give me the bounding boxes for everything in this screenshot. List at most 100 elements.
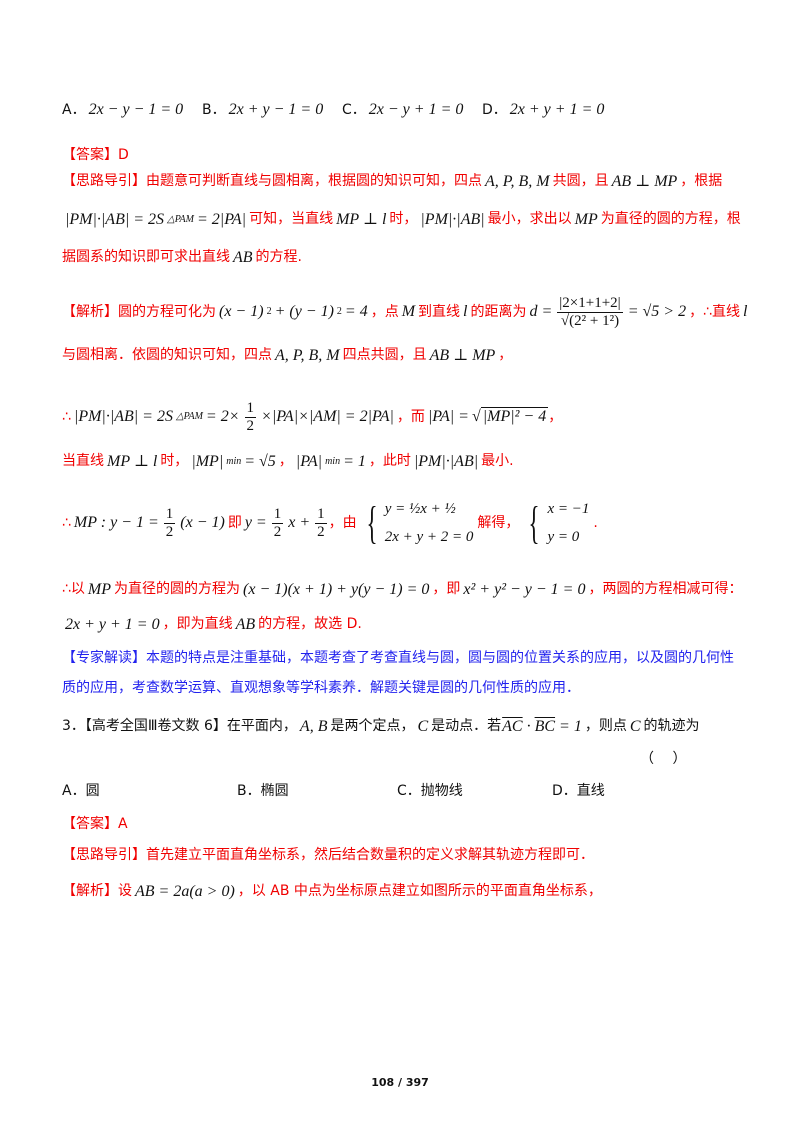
- text-run: D．直线: [552, 783, 605, 799]
- text-run: ，即: [432, 581, 461, 598]
- math-expression: MP : y − 1 =: [73, 514, 159, 532]
- numerator: 1: [244, 400, 257, 418]
- equation-system: {x = −1 y = 0: [523, 500, 589, 546]
- text-run: ，: [498, 347, 513, 364]
- text-run: 时，: [160, 453, 189, 470]
- math-expression: = 2×: [205, 408, 240, 426]
- choice-option: A． 2x − y − 1 = 0: [62, 100, 202, 119]
- text-run: 最小.: [481, 453, 514, 470]
- text-run: 时，: [389, 211, 418, 228]
- superscript: 2: [336, 306, 342, 317]
- numerator: |2×1+1+2|: [557, 295, 623, 313]
- square-root: √ |MP|² − 4: [471, 407, 549, 426]
- choice-option: A．圆: [62, 783, 237, 800]
- math-expression: (x − 1): [219, 303, 264, 321]
- text-line: 【思路导引】首先建立平面直角坐标系，然后结合数量积的定义求解其轨迹方程即可．: [62, 847, 594, 864]
- math-expression: AB: [235, 616, 256, 633]
- superscript: 2: [266, 306, 272, 317]
- text-run: 【解析】圆的方程可化为: [62, 303, 216, 320]
- text-run: ，∴直线: [689, 303, 740, 320]
- text-run: 到直线: [418, 303, 461, 320]
- radical-sign: √: [471, 408, 481, 426]
- text-run: ，点: [370, 303, 399, 320]
- text-run: A．圆: [62, 783, 100, 799]
- math-expression: x² + y² − y − 1 = 0: [463, 581, 586, 598]
- math-expression: |PM|·|AB|: [413, 453, 479, 470]
- text-line: ∴ MP : y − 1 = 1 2 (x − 1) 即 y = 1 2 x +1 2 ，由{y = …: [62, 500, 598, 546]
- text-run: ，根据: [680, 173, 723, 190]
- text-run: 最小，求出以: [487, 211, 572, 228]
- subscript: △PAM: [175, 411, 203, 422]
- equation-system: {y = ½x + ½ 2x + y + 2 = 0: [361, 497, 474, 548]
- text-line: ∴以 MP 为直径的圆的方程为 (x − 1)(x + 1) + y(y − 1) =…: [62, 580, 742, 599]
- math-expression: 2x − y + 1 = 0: [368, 101, 464, 118]
- page-number: 108 / 397: [371, 1076, 429, 1089]
- text-run: 是两个定点，: [330, 718, 415, 735]
- text-run: 是动点．若: [431, 718, 502, 735]
- text-line: 【答案】A: [62, 816, 128, 833]
- text-run: （ ）: [640, 751, 687, 767]
- text-run: D．: [482, 102, 507, 118]
- text-run: 的方程.: [255, 249, 302, 266]
- math-expression: (x − 1): [180, 514, 225, 532]
- text-line: 【答案】D: [62, 147, 129, 164]
- text-run: ，以 AB 中点为坐标原点建立如图所示的平面直角坐标系，: [237, 883, 602, 900]
- text-run: A．: [62, 102, 86, 118]
- math-expression: = 1: [559, 718, 582, 735]
- text-line: 3．【高考全国Ⅲ卷文数 6】在平面内， A, B 是两个定点， C 是动点．若 AC · BC…: [62, 717, 700, 736]
- text-run: ∴: [62, 408, 71, 425]
- text-run: ，: [278, 453, 293, 470]
- text-run: 的方程，故选 D.: [258, 616, 362, 633]
- vector: AC: [502, 718, 523, 735]
- system-rows: x = −1 y = 0: [548, 500, 590, 546]
- math-expression: ·: [526, 718, 531, 735]
- text-run: ∴以: [62, 581, 85, 598]
- system-rows: y = ½x + ½ 2x + y + 2 = 0: [385, 500, 474, 546]
- math-expression: |MP|: [191, 453, 224, 470]
- text-line: （ ）: [640, 751, 686, 768]
- text-run: 的距离为: [470, 303, 527, 320]
- choice-option: D． 2x + y + 1 = 0: [482, 100, 622, 119]
- math-expression: = 4: [344, 303, 368, 321]
- text-line: 质的应用，考查数学运算、直观想象等学科素养．解题关键是圆的几何性质的应用．: [62, 680, 580, 697]
- math-expression: MP: [87, 581, 112, 598]
- brace: {: [366, 497, 378, 548]
- math-expression: x +: [288, 514, 311, 532]
- numerator: 1: [315, 506, 327, 524]
- text-run: 【专家解读】本题的特点是注重基础，本题考查了考查直线与圆，圆与圆的位置关系的应用…: [62, 650, 734, 666]
- math-expression: ×|PA|×|AM| = 2|PA|: [261, 408, 394, 426]
- text-run: 【思路导引】首先建立平面直角坐标系，然后结合数量积的定义求解其轨迹方程即可．: [62, 847, 594, 863]
- denominator: 2: [165, 523, 174, 540]
- text-run: 3．【高考全国Ⅲ卷文数 6】在平面内，: [62, 718, 297, 735]
- math-expression: MP ⊥ l: [107, 453, 158, 470]
- text-run: 共圆，且: [552, 173, 609, 190]
- text-run: B．椭圆: [237, 783, 289, 799]
- math-expression: AB ⊥ MP: [429, 347, 496, 364]
- text-line: 【解析】圆的方程可化为 (x − 1) 2 + (y − 1) 2 = 4 ，点 M 到直线 l 的…: [62, 295, 750, 329]
- text-run: 【答案】D: [62, 147, 129, 163]
- math-expression: = 2|PA|: [197, 211, 247, 228]
- math-expression: A, P, B, M: [485, 173, 550, 190]
- choice-option: B． 2x + y − 1 = 0: [202, 100, 342, 119]
- equation: x = −1: [547, 501, 590, 517]
- text-run: 为直径的圆的方程，根: [600, 211, 741, 228]
- denominator: 2: [246, 417, 255, 434]
- math-expression: 2x + y − 1 = 0: [228, 101, 324, 118]
- math-expression: 2x − y − 1 = 0: [88, 101, 184, 118]
- math-expression: C: [629, 718, 641, 735]
- text-run: C．: [342, 102, 366, 118]
- text-run: 为直径的圆的方程为: [114, 581, 241, 598]
- math-expression: = 1: [343, 453, 366, 470]
- text-run: 【答案】A: [62, 816, 128, 832]
- text-line: 据圆系的知识即可求出直线 AB 的方程.: [62, 248, 302, 267]
- text-line: 【解析】设 AB = 2a(a > 0) ，以 AB 中点为坐标原点建立如图所示的平…: [62, 882, 602, 901]
- math-expression: A, B: [299, 718, 328, 735]
- denominator: 2: [317, 523, 325, 540]
- text-run: ，而: [396, 408, 425, 425]
- text-run: 与圆相离．依圆的知识可知，四点: [62, 347, 272, 364]
- text-run: 的轨迹为: [643, 718, 700, 735]
- math-expression: (x − 1)(x + 1) + y(y − 1) = 0: [243, 581, 430, 598]
